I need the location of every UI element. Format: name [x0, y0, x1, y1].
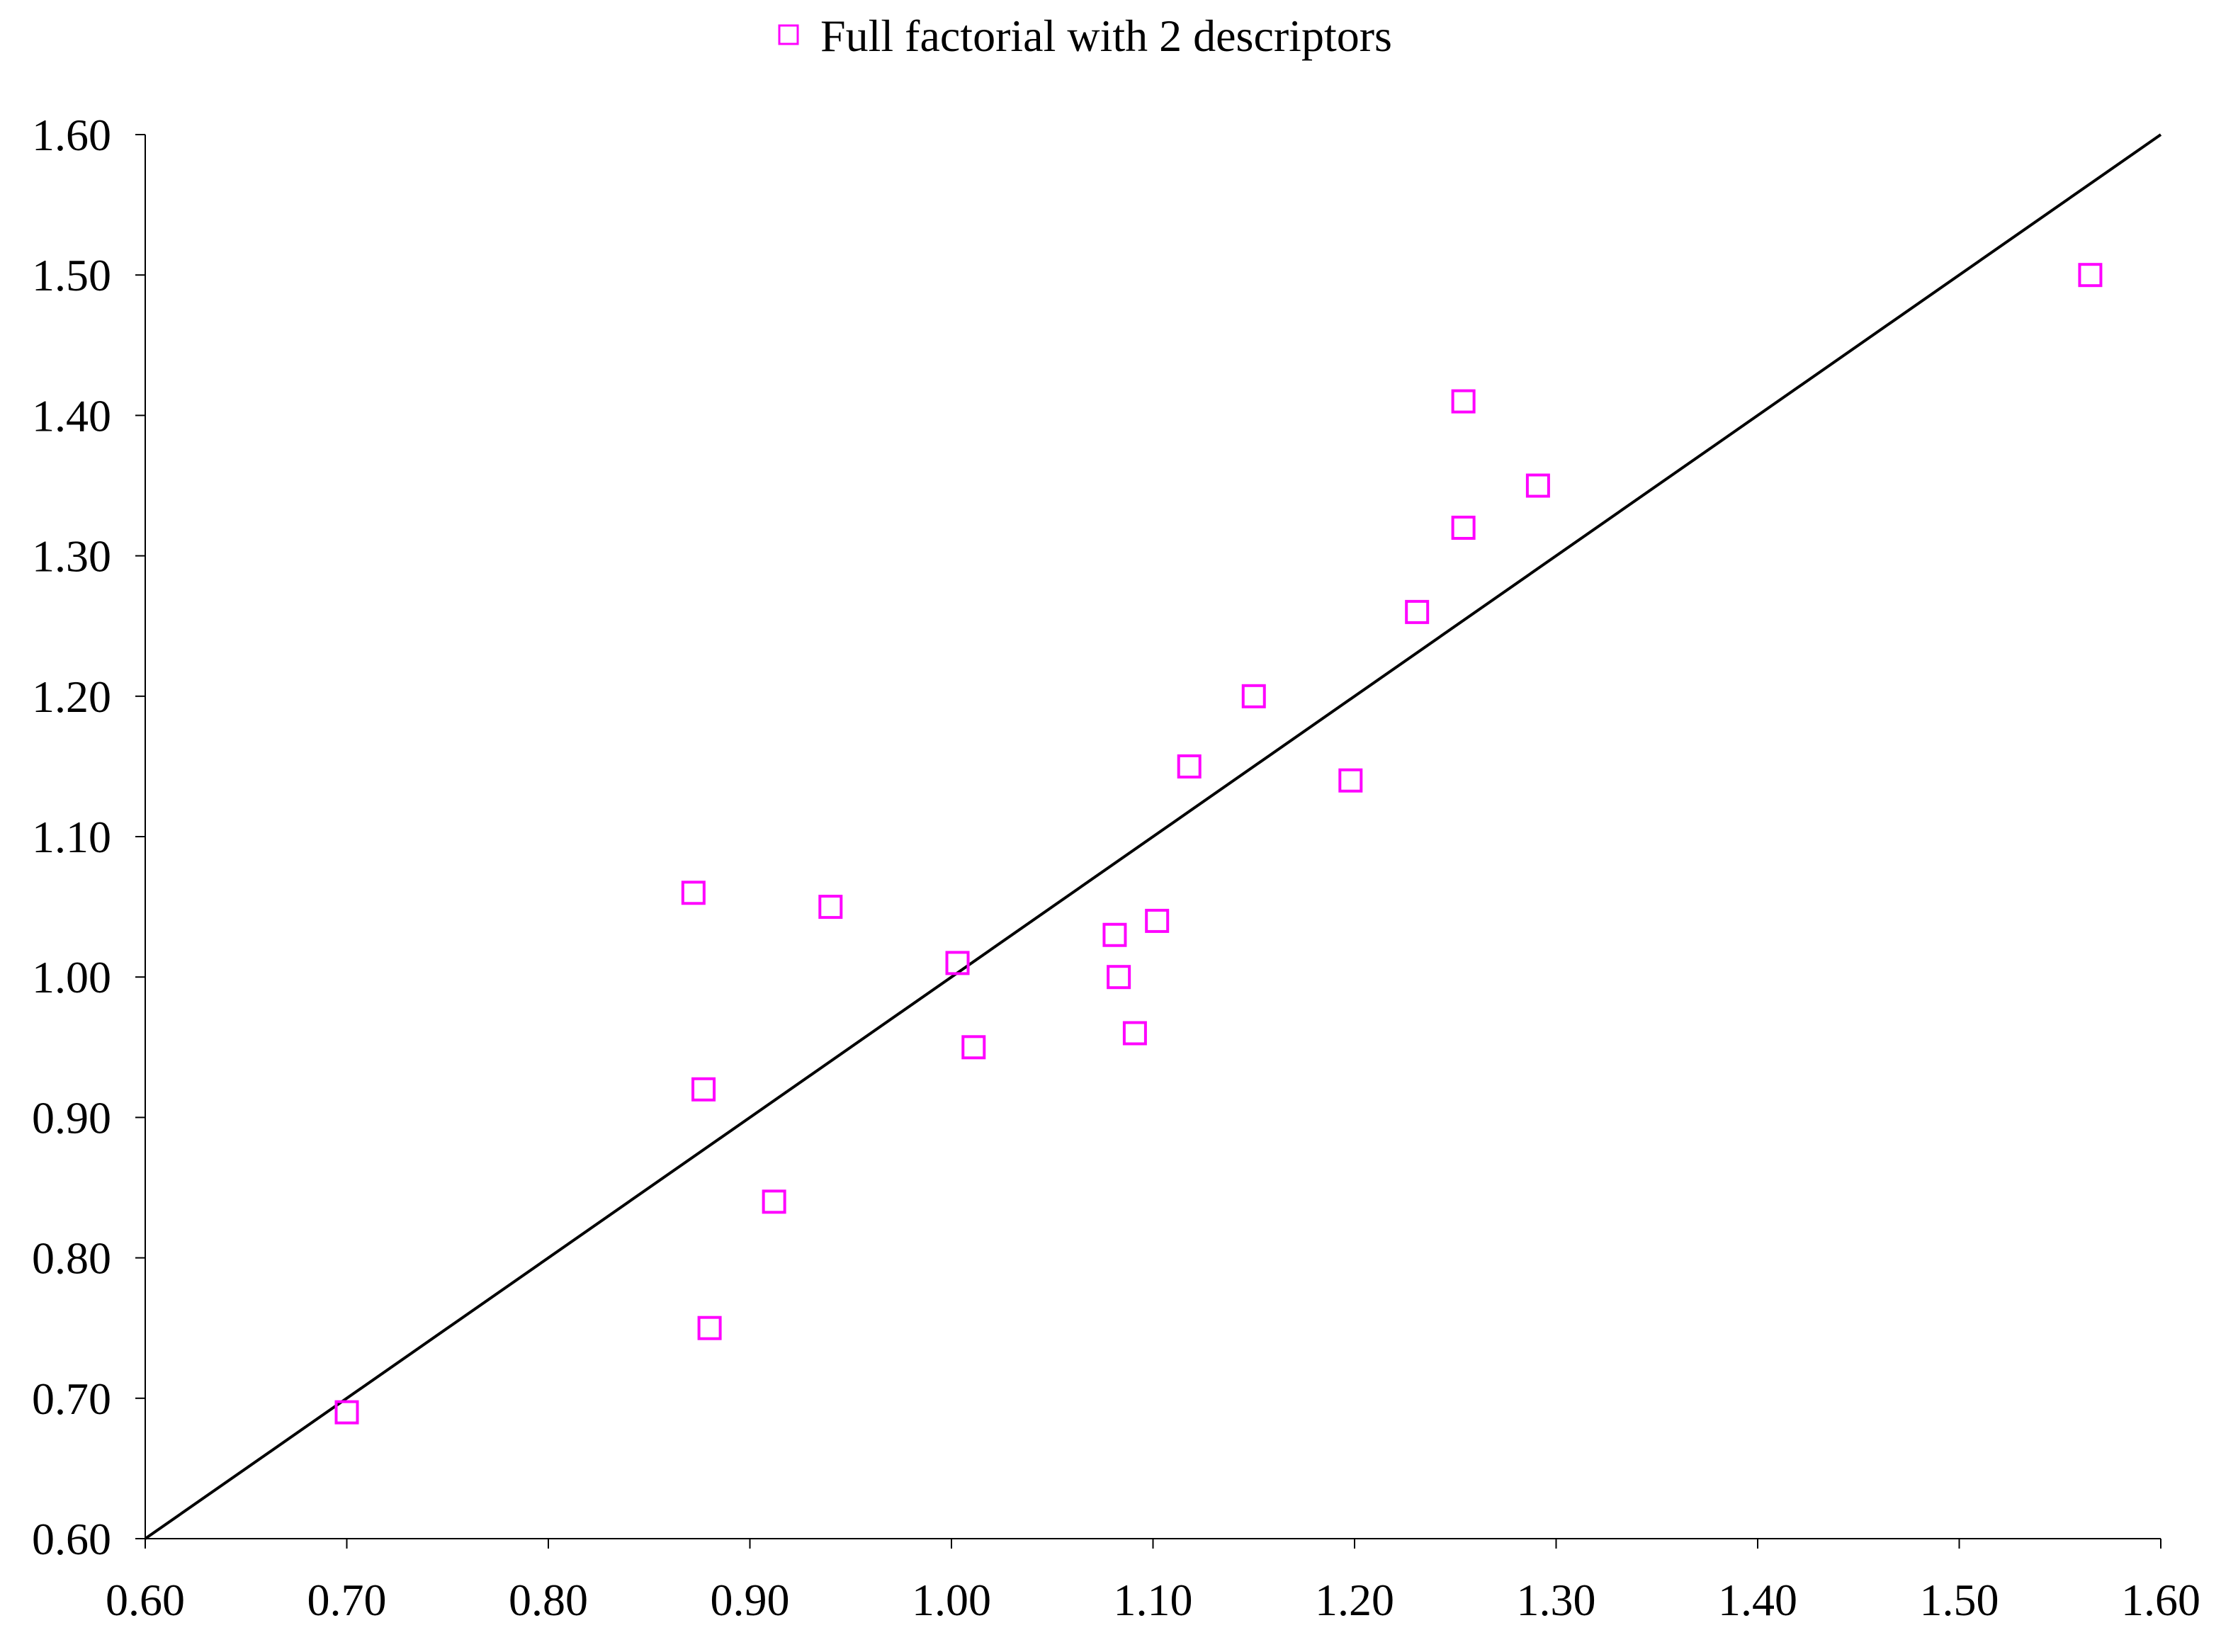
- x-tick-label: 0.60: [106, 1575, 185, 1625]
- legend-label: Full factorial with 2 descriptors: [820, 11, 1392, 61]
- y-axis-ticks: 0.60 0.70 0.80 0.90 1.00 1.10 1.20 1.30 1.40 1.50…: [32, 110, 145, 1564]
- y-tick-label: 0.70: [32, 1374, 111, 1424]
- data-point: [697, 1316, 722, 1340]
- x-tick-label: 1.40: [1718, 1575, 1797, 1625]
- legend-marker-swatch: [778, 24, 799, 45]
- data-point: [1102, 922, 1127, 947]
- data-point: [691, 1077, 716, 1102]
- y-tick-label: 1.10: [32, 812, 111, 862]
- y-tick-label: 0.90: [32, 1092, 111, 1143]
- x-tick-label: 0.70: [307, 1575, 387, 1625]
- data-point: [1107, 965, 1131, 990]
- data-point: [1177, 754, 1202, 779]
- x-tick-label: 1.20: [1315, 1575, 1394, 1625]
- y-tick-label: 1.20: [32, 672, 111, 722]
- x-tick-label: 0.80: [509, 1575, 588, 1625]
- y-tick-label: 0.80: [32, 1233, 111, 1284]
- y-tick-label: 1.60: [32, 110, 111, 160]
- data-point: [1451, 515, 1476, 540]
- x-axis-ticks: 0.60 0.70 0.80 0.90 1.00 1.10 1.20 1.30 1.40 1.50…: [106, 1539, 2200, 1625]
- x-tick-label: 1.30: [1517, 1575, 1596, 1625]
- y-tick-label: 1.50: [32, 250, 111, 300]
- data-point: [1122, 1021, 1147, 1046]
- x-tick-label: 1.60: [2121, 1575, 2200, 1625]
- x-tick-label: 1.10: [1114, 1575, 1193, 1625]
- y-tick-label: 1.00: [32, 952, 111, 1002]
- y-tick-label: 0.60: [32, 1514, 111, 1564]
- y-tick-label: 1.40: [32, 390, 111, 441]
- data-point: [1338, 768, 1363, 793]
- reference-line-group: [144, 133, 2162, 1540]
- data-point: [762, 1189, 786, 1214]
- data-point: [1525, 473, 1550, 498]
- data-point: [2078, 263, 2103, 288]
- x-tick-label: 1.50: [1920, 1575, 1999, 1625]
- data-point: [945, 951, 970, 975]
- data-points: [334, 263, 2103, 1425]
- data-point: [1241, 684, 1266, 708]
- data-point: [818, 895, 843, 920]
- identity-reference-line: [144, 133, 2162, 1540]
- data-point: [334, 1400, 359, 1425]
- data-point: [961, 1035, 986, 1060]
- x-tick-label: 0.90: [711, 1575, 790, 1625]
- y-tick-label: 1.30: [32, 531, 111, 582]
- data-point: [1451, 389, 1476, 414]
- x-tick-label: 1.00: [912, 1575, 991, 1625]
- data-point: [1145, 908, 1170, 933]
- data-point: [681, 881, 706, 905]
- data-point: [1405, 599, 1430, 624]
- legend: Full factorial with 2 descriptors: [778, 11, 1392, 61]
